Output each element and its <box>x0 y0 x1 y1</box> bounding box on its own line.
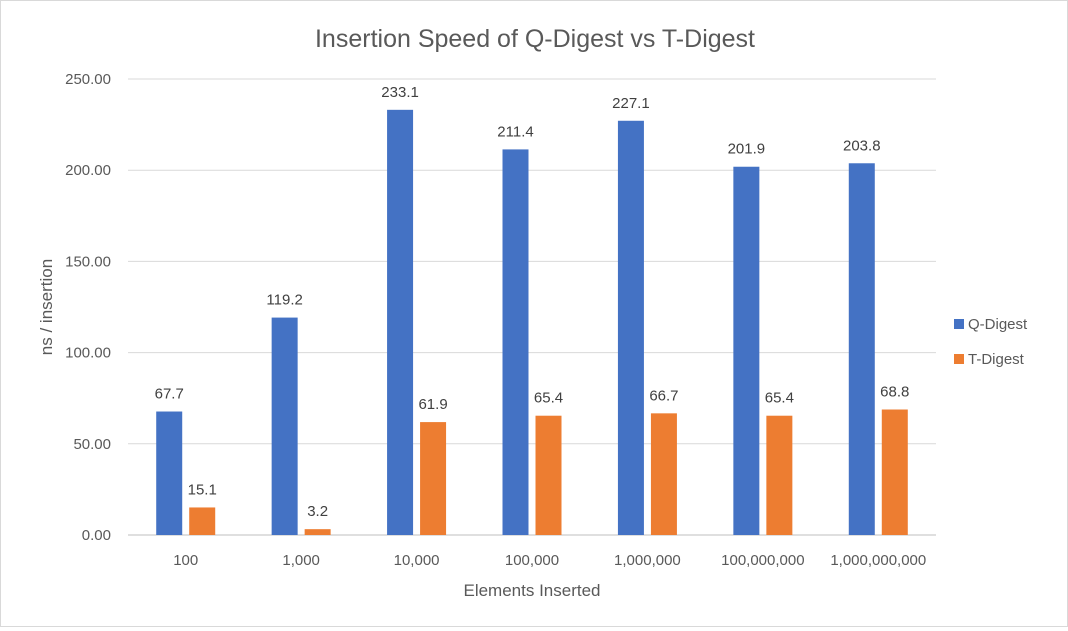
bar-q-digest <box>156 411 183 535</box>
data-label: 65.4 <box>765 390 794 407</box>
bar-t-digest <box>535 415 562 535</box>
legend-swatch <box>954 319 964 329</box>
bar-t-digest <box>881 409 908 535</box>
bar-q-digest <box>733 166 760 535</box>
x-axis-label: Elements Inserted <box>463 581 600 600</box>
x-tick-label: 1,000 <box>282 552 320 569</box>
y-tick-label: 50.00 <box>73 436 111 453</box>
data-label: 15.1 <box>188 481 217 498</box>
x-tick-label: 1,000,000,000 <box>830 552 926 569</box>
x-tick-label: 10,000 <box>394 552 440 569</box>
data-label: 201.9 <box>728 141 766 158</box>
y-tick-label: 200.00 <box>65 162 111 179</box>
legend: Q-Digest T-Digest <box>954 316 1028 368</box>
chart-title: Insertion Speed of Q-Digest vs T-Digest <box>315 25 755 53</box>
data-labels: 67.7 15.1 119.2 3.2 233.1 61.9 211.4 65.4 227.1 6… <box>155 84 910 520</box>
gridlines <box>128 78 936 536</box>
y-axis-label: ns / insertion <box>37 259 56 355</box>
bar-q-digest <box>848 163 875 535</box>
bar-t-digest <box>420 422 447 535</box>
bars <box>156 109 908 536</box>
bar-q-digest <box>617 120 644 536</box>
x-tick-label: 1,000,000 <box>614 552 681 569</box>
y-tick-label: 250.00 <box>65 71 111 88</box>
x-tick-label: 100 <box>173 552 198 569</box>
data-label: 3.2 <box>307 503 328 520</box>
data-label: 227.1 <box>612 95 650 112</box>
data-label: 61.9 <box>418 396 447 413</box>
x-tick-labels: 100 1,000 10,000 100,000 1,000,000 100,000,00… <box>173 552 926 569</box>
legend-swatch <box>954 354 964 364</box>
bar-t-digest <box>650 413 677 535</box>
data-label: 67.7 <box>155 386 184 403</box>
y-tick-label: 0.00 <box>82 527 111 544</box>
y-tick-label: 150.00 <box>65 253 111 270</box>
data-label: 68.8 <box>880 384 909 401</box>
data-label: 211.4 <box>497 123 533 140</box>
data-label: 203.8 <box>843 137 881 154</box>
bar-q-digest <box>502 149 529 535</box>
bar-t-digest <box>766 415 793 535</box>
x-tick-label: 100,000,000 <box>721 552 804 569</box>
data-label: 119.2 <box>266 292 302 309</box>
y-tick-labels: 0.00 50.00 100.00 150.00 200.00 250.00 <box>65 71 111 544</box>
bar-t-digest <box>189 507 216 535</box>
legend-label: T-Digest <box>968 351 1025 368</box>
y-tick-label: 100.00 <box>65 345 111 362</box>
data-label: 66.7 <box>649 387 678 404</box>
x-tick-label: 100,000 <box>505 552 559 569</box>
data-label: 233.1 <box>381 84 419 101</box>
legend-label: Q-Digest <box>968 316 1028 333</box>
bar-q-digest <box>387 109 414 536</box>
bar-t-digest <box>304 529 331 535</box>
data-label: 65.4 <box>534 390 563 407</box>
bar-q-digest <box>271 317 298 535</box>
